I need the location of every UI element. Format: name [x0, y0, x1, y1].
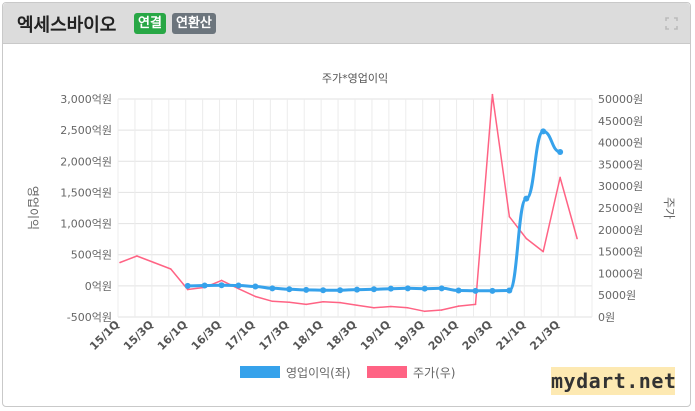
stock-price-point: [271, 300, 274, 303]
stock-price-point: [136, 255, 138, 257]
y-left-tick-label: 1,500억원: [60, 186, 112, 199]
stock-price-point: [186, 288, 189, 291]
operating-profit-point: [455, 287, 462, 294]
y-right-axis-title: 주가: [662, 197, 676, 219]
y-left-tick-label: 500억원: [71, 249, 112, 262]
legend-label-operating-profit: 영업이익(좌): [286, 366, 351, 380]
expand-icon[interactable]: [665, 17, 678, 30]
operating-profit-line: [187, 129, 561, 293]
operating-profit-point: [557, 148, 564, 155]
operating-profit-point: [286, 286, 293, 293]
operating-profit-point: [489, 287, 496, 294]
stock-price-point: [220, 279, 223, 282]
company-card: 엑세스바이오 연결 연환산 주가*영업이익 -500억원 0억원 500억원 1,000…: [2, 2, 691, 407]
y-right-tick-label: 0원: [598, 311, 615, 324]
stock-price-point: [440, 309, 443, 311]
x-tick-label: 18/1Q: [290, 318, 325, 353]
y-left-tick-label: 1,000억원: [60, 218, 112, 231]
operating-profit-point: [320, 287, 327, 294]
stock-price-point: [119, 261, 121, 264]
y-left-tick-label: 3,000억원: [60, 93, 112, 106]
y-left-tick-label: 0억원: [85, 280, 112, 293]
stock-price-line: [119, 93, 578, 313]
operating-profit-point: [303, 286, 310, 293]
operating-profit-point: [218, 282, 225, 289]
y-left-tick-label: 2,000억원: [60, 155, 112, 168]
stock-price-point: [339, 301, 341, 304]
x-tick-label: 19/1Q: [358, 318, 393, 353]
operating-profit-point: [421, 285, 428, 292]
y-left-tick-label: 2,500억원: [60, 124, 112, 137]
stock-price-point: [559, 176, 561, 179]
y-right-tick-label: 45000원: [598, 115, 643, 128]
stock-price-point: [390, 305, 392, 308]
stock-price-point: [356, 304, 358, 307]
stock-price-point: [373, 307, 375, 309]
legend-swatch-stock-price: [367, 366, 407, 378]
x-tick-label: 17/1Q: [223, 318, 258, 353]
operating-profit-point: [523, 195, 530, 202]
operating-profit-point: [252, 283, 259, 290]
operating-profit-point: [354, 286, 360, 293]
operating-profit-point: [337, 287, 344, 294]
y-right-tick-label: 50000원: [598, 93, 643, 106]
y-right-tick-label: 40000원: [598, 137, 643, 150]
x-tick-label: 17/3Q: [257, 318, 292, 353]
stock-price-point: [322, 300, 324, 303]
operating-profit-point: [235, 282, 242, 289]
chart-title: 주가*영업이익: [322, 72, 388, 85]
x-tick-label: 15/3Q: [121, 318, 156, 353]
operating-profit-point: [184, 282, 191, 289]
operating-profit-point: [404, 285, 411, 292]
x-tick-label: 21/3Q: [527, 318, 562, 353]
watermark: mydart.net: [551, 367, 677, 395]
y-right-tick-label: 10000원: [598, 267, 643, 280]
x-tick-label: 16/1Q: [155, 318, 190, 353]
stock-price-point: [491, 93, 494, 96]
legend-label-stock-price: 주가(우): [413, 366, 455, 380]
operating-profit-point: [472, 287, 479, 294]
stock-price-point: [288, 301, 291, 303]
x-tick-label: 21/1Q: [494, 318, 529, 353]
stock-price-point: [406, 307, 409, 309]
y-left-tick-label: -500억원: [67, 311, 112, 324]
stock-price-point: [474, 303, 477, 306]
y-right-tick-label: 20000원: [598, 224, 643, 237]
chart-area: 주가*영업이익 -500억원 0억원 500억원 1,000억원 1,500억원 2,000…: [3, 44, 690, 406]
y-right-tick-label: 35000원: [598, 158, 643, 171]
operating-profit-point: [269, 285, 276, 292]
x-tick-label: 16/3Q: [189, 318, 224, 353]
company-name[interactable]: 엑세스바이오: [17, 15, 117, 36]
operating-profit-point: [506, 287, 513, 294]
stock-price-point: [576, 237, 578, 240]
y-left-axis-title: 영업이익: [26, 186, 40, 230]
stock-price-point: [457, 305, 460, 307]
x-tick-label: 19/3Q: [392, 318, 427, 353]
y-right-tick-label: 25000원: [598, 202, 643, 215]
y-right-tick-label: 30000원: [598, 180, 643, 193]
stock-price-point: [153, 261, 155, 264]
operating-profit-point: [387, 285, 394, 292]
operating-profit-point: [438, 285, 445, 292]
y-right-tick-label: 5000원: [598, 289, 636, 302]
stock-price-point: [254, 295, 257, 298]
operating-profit-point: [370, 286, 377, 293]
stock-price-point: [542, 250, 545, 253]
annualized-badge[interactable]: 연환산: [172, 13, 216, 34]
x-tick-label: 20/3Q: [460, 318, 495, 353]
operating-profit-point: [201, 282, 208, 289]
stock-profit-chart: 주가*영업이익 -500억원 0억원 500억원 1,000억원 1,500억원 2,000…: [26, 72, 676, 380]
stock-price-point: [305, 303, 308, 306]
stock-price-point: [169, 268, 172, 270]
stock-price-point: [423, 310, 426, 313]
consolidated-badge[interactable]: 연결: [134, 13, 166, 34]
legend-swatch-operating-profit: [240, 366, 280, 378]
stock-price-point: [525, 237, 528, 240]
stock-price-point: [508, 215, 511, 218]
operating-profit-point: [540, 128, 547, 135]
card-header: 엑세스바이오 연결 연환산: [3, 3, 690, 44]
x-tick-label: 20/1Q: [426, 318, 461, 353]
x-tick-label: 18/3Q: [324, 318, 359, 353]
y-right-tick-label: 15000원: [598, 246, 643, 259]
